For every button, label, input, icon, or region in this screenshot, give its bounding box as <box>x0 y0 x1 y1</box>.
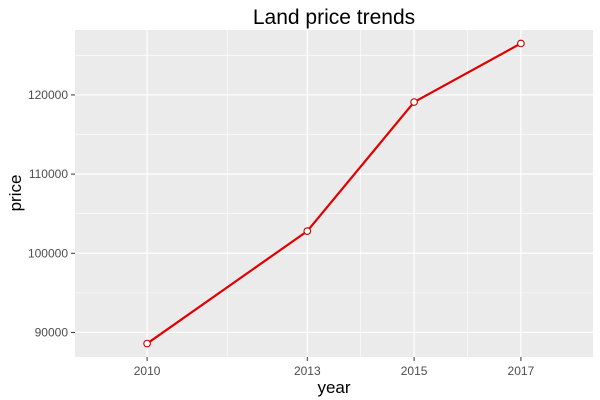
y-tick-label: 120000 <box>28 88 68 102</box>
y-tick-label: 110000 <box>29 167 68 181</box>
data-point <box>517 39 525 48</box>
points-layer <box>143 39 525 348</box>
minor-gridlines <box>75 30 593 357</box>
x-tick-label: 2013 <box>294 364 321 378</box>
major-gridlines <box>75 30 593 357</box>
data-point <box>303 227 312 235</box>
y-axis-title: price <box>6 175 25 212</box>
y-axis-ticks: 90000 100000 110000 120000 <box>28 88 75 339</box>
x-axis-title: year <box>317 378 350 397</box>
data-point <box>410 98 418 106</box>
y-tick-label: 90000 <box>35 325 69 339</box>
x-tick-label: 2017 <box>508 364 535 378</box>
x-axis-ticks: 2010 2013 2015 2017 <box>134 357 535 378</box>
x-tick-label: 2015 <box>401 364 428 378</box>
plot-panel <box>75 30 593 357</box>
data-point <box>143 339 151 348</box>
y-tick-label: 100000 <box>28 246 68 260</box>
x-tick-label: 2010 <box>134 364 161 378</box>
series-line <box>146 42 522 345</box>
chart-title: Land price trends <box>253 6 415 29</box>
series-layer <box>146 42 522 345</box>
